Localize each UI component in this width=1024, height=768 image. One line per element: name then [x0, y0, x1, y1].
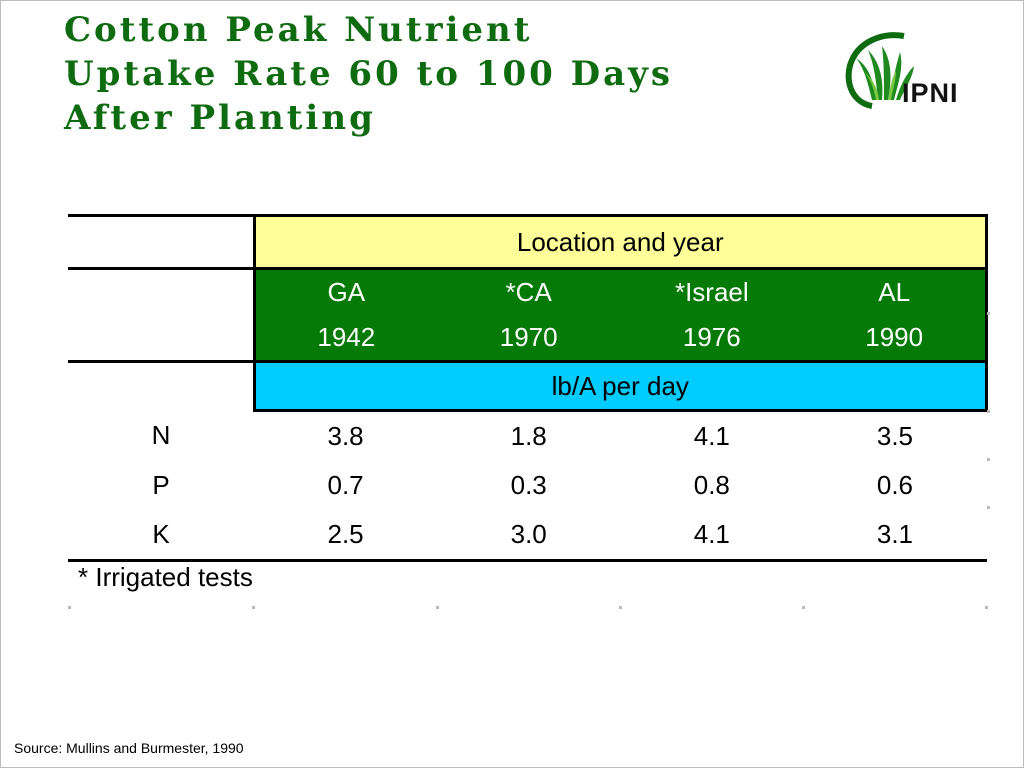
header-row-group: Location and year: [68, 214, 988, 270]
table-cell: 4.1: [693, 421, 730, 451]
table-cell: 0.7: [327, 470, 364, 500]
location-year-header: Location and year: [252, 214, 988, 270]
location-header-cell: GA: [252, 268, 438, 315]
table-cell: 4.1: [620, 510, 804, 562]
table-cell: 0.6: [876, 470, 914, 500]
table-cell: 0.8: [693, 470, 730, 500]
table-cell: 3.0: [437, 510, 621, 562]
nutrient-label: P: [152, 470, 170, 500]
nutrient-label: K: [68, 510, 254, 562]
header-label-cell: [68, 269, 254, 316]
header-row-unit: lb/A per day: [68, 361, 988, 412]
header-blank-cell: [68, 214, 254, 270]
table-cell: 3.5: [876, 421, 914, 451]
source-citation: Source: Mullins and Burmester, 1990: [14, 740, 244, 756]
location-header-cell: *CA: [437, 268, 621, 315]
header-label-cell: [68, 362, 254, 411]
title-line-1: Cotton Peak Nutrient: [64, 10, 533, 50]
footnote: * Irrigated tests: [78, 562, 253, 592]
year-header-cell: 1976: [620, 315, 804, 363]
year-header-cell: 1970: [437, 315, 621, 363]
nutrient-uptake-table: Location and year GA *CA *Israel AL 1942…: [68, 214, 989, 562]
header-label-cell: [68, 315, 254, 363]
ipni-leaf-logo-icon: [845, 32, 914, 109]
header-row-years: 1942 1970 1976 1990: [68, 315, 989, 363]
unit-header: lb/A per day: [252, 361, 988, 412]
slide-title: Cotton Peak Nutrient Uptake Rate 60 to 1…: [64, 8, 824, 140]
title-line-3: After Planting: [64, 98, 376, 138]
table-cell: 3.1: [803, 510, 987, 562]
nutrient-label: N: [151, 420, 171, 451]
location-header-cell: AL: [803, 268, 989, 315]
year-header-cell: 1990: [803, 315, 989, 363]
table-row: N 3.8 1.8 4.1 3.5: [68, 411, 987, 462]
header-row-locations: GA *CA *Israel AL: [68, 268, 989, 316]
location-header-cell: *Israel: [620, 268, 804, 315]
logo-text: IPNI: [902, 78, 959, 108]
table-row: K 2.5 3.0 4.1 3.1: [68, 510, 987, 562]
table-cell: 1.8: [510, 421, 547, 451]
table-cell: 0.3: [510, 470, 547, 500]
ipni-logo: IPNI: [842, 28, 992, 112]
year-header-cell: 1942: [252, 315, 438, 363]
table-cell: 2.5: [254, 510, 438, 562]
title-line-2: Uptake Rate 60 to 100 Days: [64, 54, 674, 94]
table-row: P 0.7 0.3 0.8 0.6: [68, 461, 987, 510]
table-cell: 3.8: [327, 421, 364, 451]
